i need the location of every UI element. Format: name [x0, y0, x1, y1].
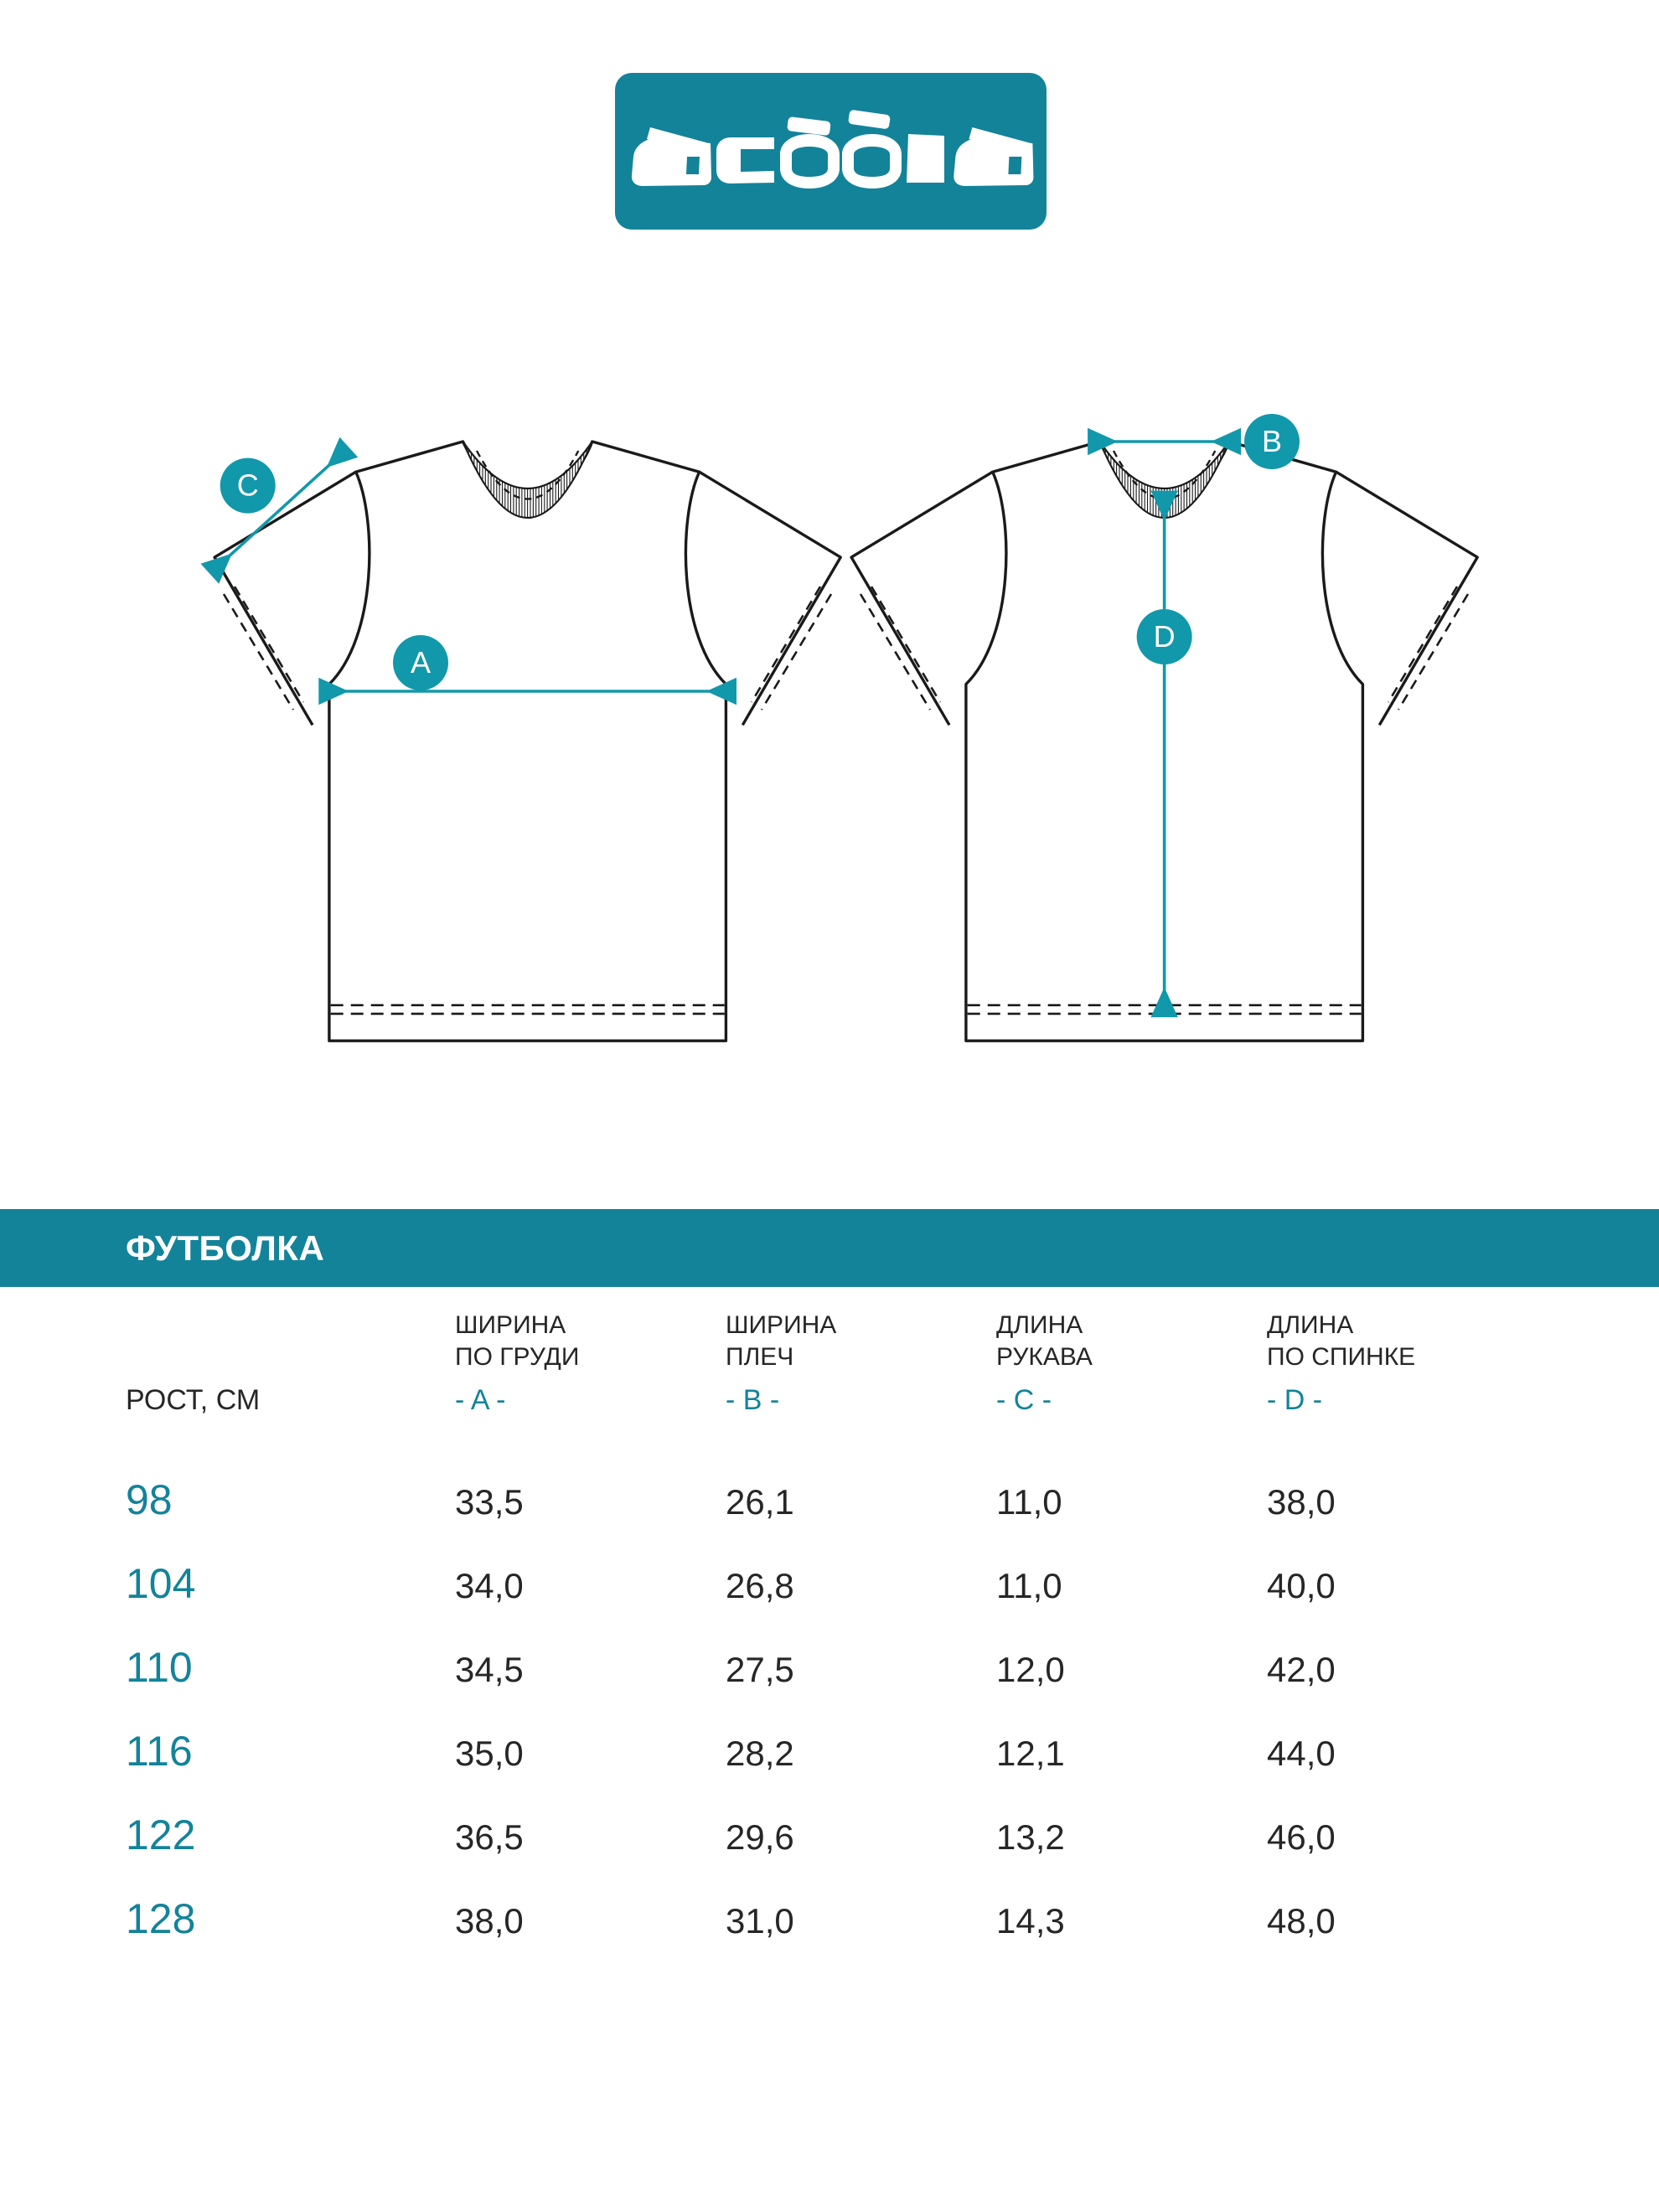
svg-text:A: A: [411, 645, 431, 680]
svg-text:C: C: [237, 468, 259, 503]
svg-text:D: D: [1154, 619, 1176, 654]
svg-text:B: B: [1262, 424, 1282, 458]
